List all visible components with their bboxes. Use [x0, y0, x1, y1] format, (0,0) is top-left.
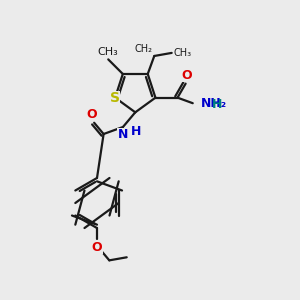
Text: S: S — [110, 91, 119, 105]
Text: O: O — [92, 241, 102, 254]
Text: N: N — [118, 128, 128, 141]
Text: H: H — [131, 125, 142, 138]
Text: CH₃: CH₃ — [173, 48, 191, 58]
Text: H: H — [212, 98, 222, 111]
Text: O: O — [86, 108, 97, 121]
Text: NH₂: NH₂ — [201, 97, 227, 110]
Text: CH₂: CH₂ — [135, 44, 153, 54]
Text: O: O — [181, 69, 191, 82]
Text: CH₃: CH₃ — [98, 47, 118, 57]
